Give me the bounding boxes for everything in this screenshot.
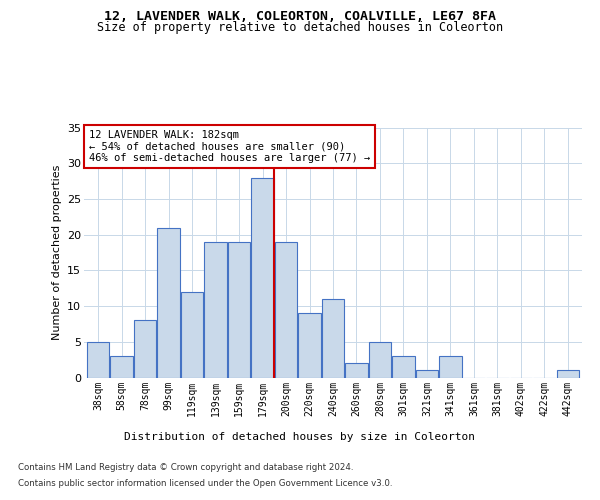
Bar [298,313,320,378]
Text: Distribution of detached houses by size in Coleorton: Distribution of detached houses by size … [125,432,476,442]
Bar [134,320,156,378]
Bar [181,292,203,378]
Bar [346,363,368,378]
Y-axis label: Number of detached properties: Number of detached properties [52,165,62,340]
Bar [275,242,297,378]
Bar [87,342,109,378]
Bar [157,228,180,378]
Bar [251,178,274,378]
Text: Contains HM Land Registry data © Crown copyright and database right 2024.: Contains HM Land Registry data © Crown c… [18,464,353,472]
Text: Size of property relative to detached houses in Coleorton: Size of property relative to detached ho… [97,21,503,34]
Bar [110,356,133,378]
Bar [369,342,391,378]
Text: Contains public sector information licensed under the Open Government Licence v3: Contains public sector information licen… [18,478,392,488]
Bar [416,370,438,378]
Text: 12, LAVENDER WALK, COLEORTON, COALVILLE, LE67 8FA: 12, LAVENDER WALK, COLEORTON, COALVILLE,… [104,10,496,23]
Bar [205,242,227,378]
Bar [557,370,579,378]
Bar [392,356,415,378]
Bar [228,242,250,378]
Bar [439,356,461,378]
Bar [322,299,344,378]
Text: 12 LAVENDER WALK: 182sqm
← 54% of detached houses are smaller (90)
46% of semi-d: 12 LAVENDER WALK: 182sqm ← 54% of detach… [89,130,370,163]
